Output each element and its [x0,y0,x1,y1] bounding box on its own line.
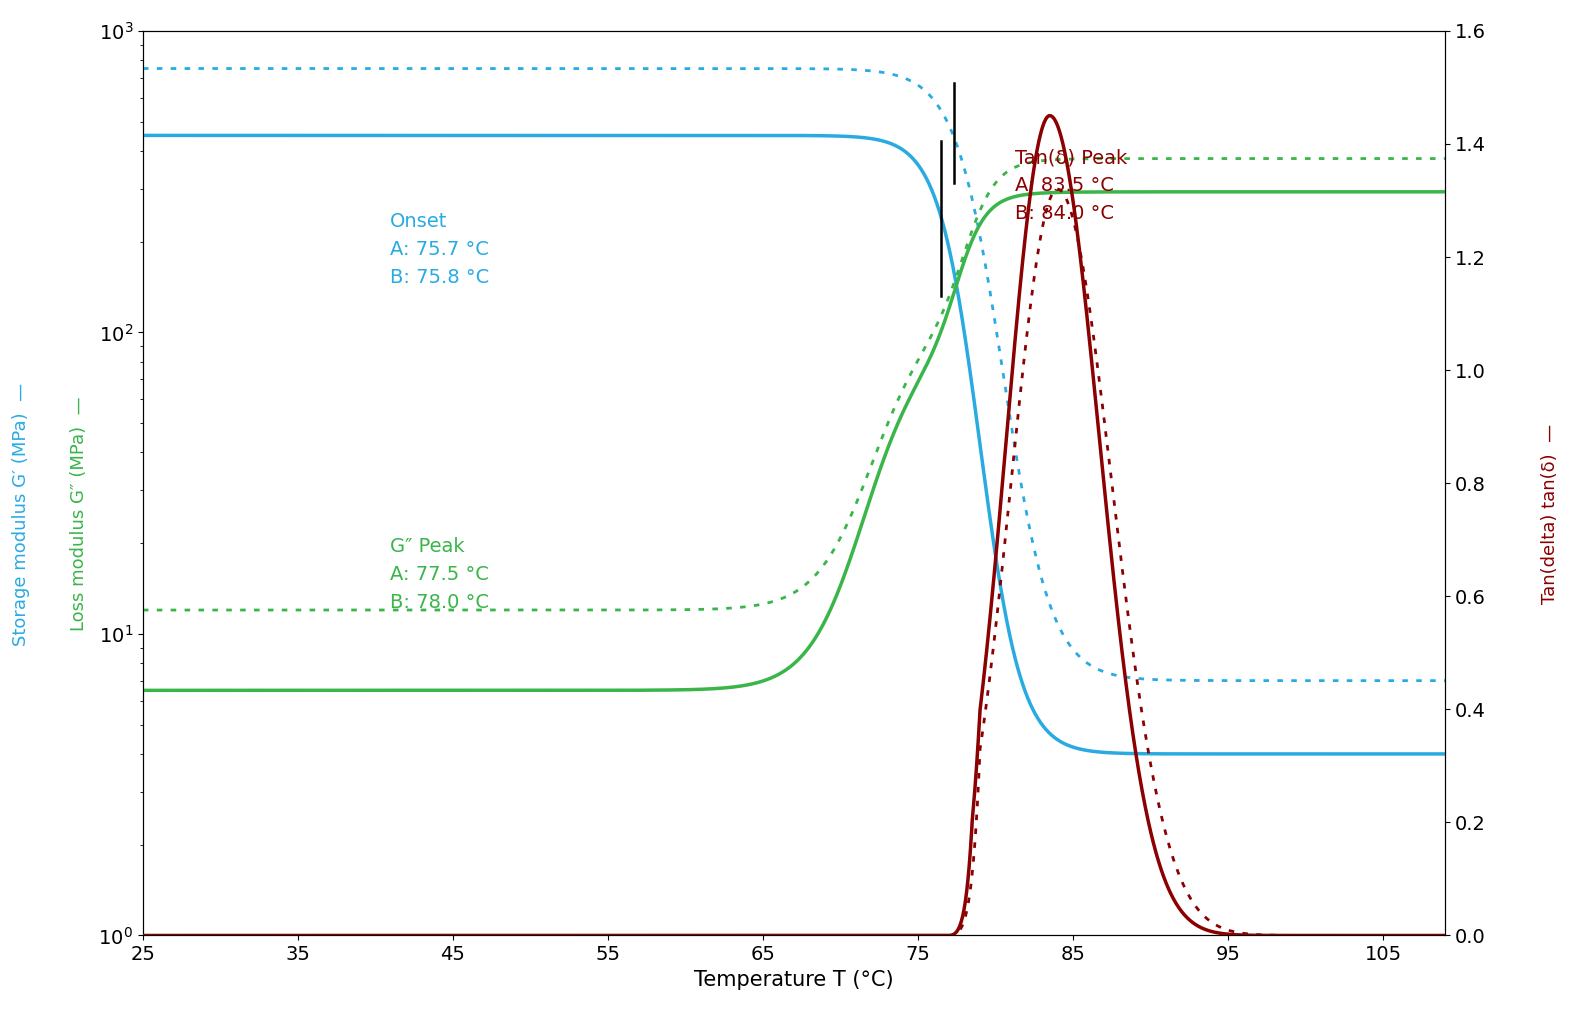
Text: Tan(δ) Peak
A: 83.5 °C
B: 84.0 °C: Tan(δ) Peak A: 83.5 °C B: 84.0 °C [1015,148,1127,223]
X-axis label: Temperature Τ (°C): Temperature Τ (°C) [694,969,894,990]
Text: Onset
A: 75.7 °C
B: 75.8 °C: Onset A: 75.7 °C B: 75.8 °C [391,212,489,287]
Text: Tan(delta) tan(δ)  —: Tan(delta) tan(δ) — [1540,424,1559,604]
Text: Storage modulus G′ (MPa)  —: Storage modulus G′ (MPa) — [11,382,30,646]
Text: Loss modulus G″ (MPa)  —: Loss modulus G″ (MPa) — [70,397,89,631]
Text: G″ Peak
A: 77.5 °C
B: 78.0 °C: G″ Peak A: 77.5 °C B: 78.0 °C [391,538,489,613]
